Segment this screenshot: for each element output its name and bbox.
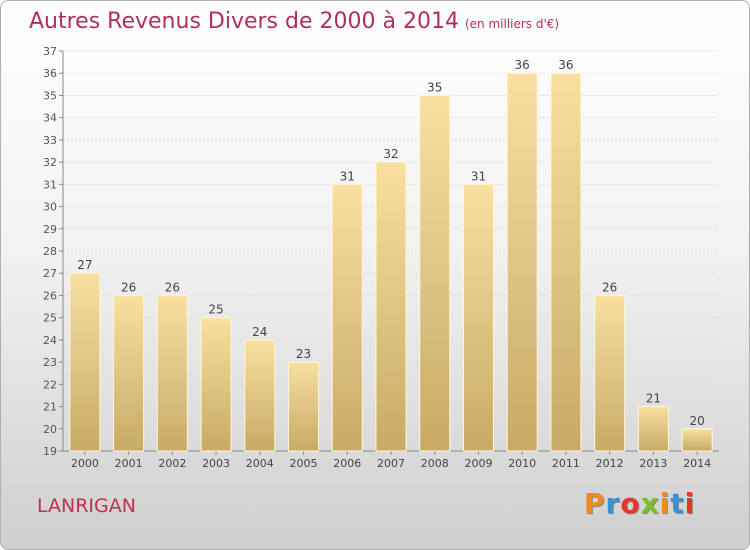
bar-2013 — [637, 406, 669, 452]
x-tick-label: 2003 — [202, 457, 230, 470]
x-tick-label: 2008 — [421, 457, 449, 470]
x-tick-label: 2000 — [71, 457, 99, 470]
chart-title: Autres Revenus Divers de 2000 à 2014 (en … — [29, 9, 559, 34]
data-label: 31 — [340, 169, 355, 183]
y-tick-label: 35 — [43, 89, 57, 102]
bars — [69, 72, 713, 452]
bar-2010 — [506, 72, 538, 452]
x-tick-label: 2002 — [158, 457, 186, 470]
bar-2007 — [375, 161, 407, 452]
y-tick-label: 25 — [43, 312, 57, 325]
data-label: 25 — [208, 303, 223, 317]
x-tick-label: 2012 — [596, 457, 624, 470]
x-tick-label: 2009 — [464, 457, 492, 470]
y-tick-label: 33 — [43, 134, 57, 147]
y-tick-label: 28 — [43, 245, 57, 258]
bar-2002 — [156, 294, 188, 452]
y-tick-label: 32 — [43, 156, 57, 169]
y-tick-label: 27 — [43, 267, 57, 280]
data-label: 35 — [427, 80, 442, 94]
bar-2011 — [550, 72, 582, 452]
y-tick-label: 37 — [43, 45, 57, 58]
data-label: 26 — [121, 280, 136, 294]
x-tick-label: 2004 — [246, 457, 274, 470]
data-label: 36 — [515, 58, 530, 72]
data-label: 31 — [471, 169, 486, 183]
chart-subtitle: (en milliers d'€) — [464, 17, 560, 31]
y-tick-labels: 19 20 21 22 23 24 25 26 27 28 29 30 31 32 33 34 35 36 37 — [43, 45, 57, 458]
chart-title-text: Autres Revenus Divers de 2000 à 2014 — [29, 9, 459, 34]
bar-2000 — [69, 272, 101, 452]
y-tick-label: 23 — [43, 356, 57, 369]
logo-letter: o — [620, 487, 641, 520]
y-tick-label: 30 — [43, 201, 57, 214]
y-tick-label: 31 — [43, 178, 57, 191]
data-label: 20 — [689, 414, 704, 428]
x-tick-label: 2010 — [508, 457, 536, 470]
bar-2004 — [244, 339, 276, 452]
bar-2005 — [288, 361, 320, 452]
bar-2008 — [419, 94, 451, 452]
x-tick-label: 2007 — [377, 457, 405, 470]
place-name: LANRIGAN — [37, 495, 136, 517]
y-tick-label: 26 — [43, 289, 57, 302]
bar-2001 — [113, 294, 145, 452]
data-labels: 27 26 26 25 24 23 31 32 35 31 36 36 26 21 20 — [77, 58, 705, 428]
x-tick-labels: 2000 2001 2002 2003 2004 2005 2006 2007 2008 2009… — [71, 457, 711, 470]
bar-2012 — [594, 294, 626, 452]
data-label: 21 — [646, 392, 661, 406]
data-label: 32 — [383, 147, 398, 161]
y-tick-label: 36 — [43, 67, 57, 80]
bar-2014 — [681, 428, 713, 452]
logo-letter: t — [670, 487, 685, 520]
x-tick-label: 2001 — [115, 457, 143, 470]
logo-letter: i — [684, 487, 696, 520]
y-tick-label: 21 — [43, 401, 57, 414]
x-tick-label: 2005 — [290, 457, 318, 470]
data-label: 27 — [77, 258, 92, 272]
y-tick-label: 24 — [43, 334, 57, 347]
y-tick-label: 22 — [43, 378, 57, 391]
data-label: 26 — [165, 280, 180, 294]
data-label: 23 — [296, 347, 311, 361]
logo-letter: i — [659, 487, 671, 520]
logo-letter: x — [640, 487, 660, 520]
bar-2003 — [200, 317, 232, 452]
y-tick-label: 19 — [43, 445, 57, 458]
bar-2006 — [331, 183, 363, 452]
y-tick-label: 34 — [43, 112, 57, 125]
data-label: 26 — [602, 280, 617, 294]
data-label: 24 — [252, 325, 267, 339]
data-label: 36 — [558, 58, 573, 72]
proxiti-logo: Proxiti — [584, 487, 695, 520]
bar-2009 — [462, 183, 494, 452]
y-tick-label: 20 — [43, 423, 57, 436]
logo-letter: P — [584, 487, 606, 520]
y-tick-label: 29 — [43, 223, 57, 236]
x-tick-label: 2006 — [333, 457, 361, 470]
x-tick-label: 2013 — [639, 457, 667, 470]
x-tick-label: 2014 — [683, 457, 711, 470]
logo-letter: r — [605, 487, 621, 520]
x-tick-label: 2011 — [552, 457, 580, 470]
